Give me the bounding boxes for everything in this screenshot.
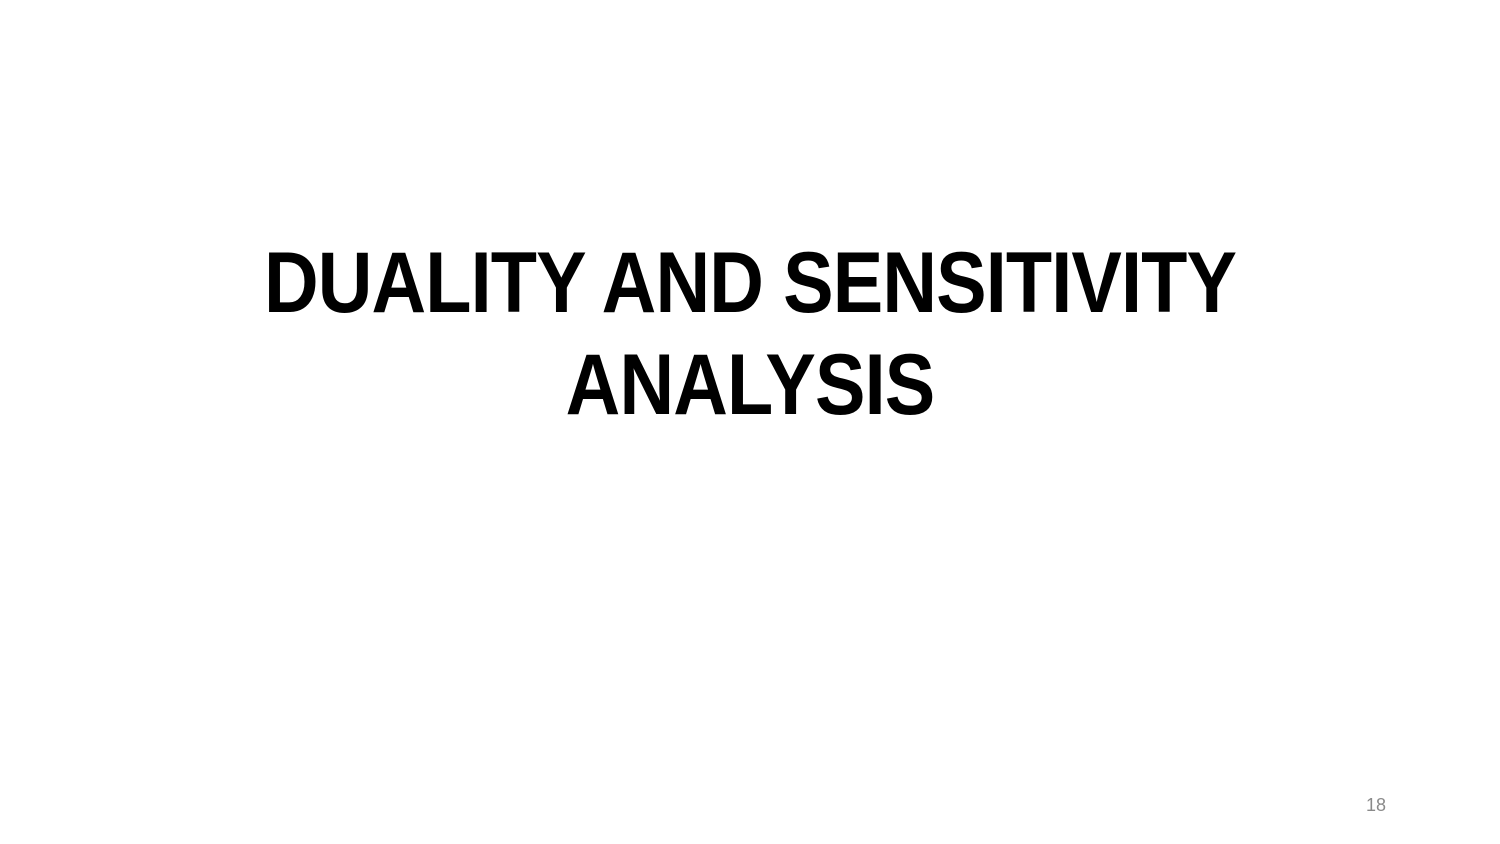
slide-title-line-1: DUALITY AND SENSITIVITY xyxy=(263,235,1237,331)
slide-title-line-2: ANALYSIS xyxy=(565,337,936,433)
page-number: 18 xyxy=(1365,795,1386,815)
slide-title: DUALITY AND SENSITIVITY ANALYSIS xyxy=(90,232,1410,436)
